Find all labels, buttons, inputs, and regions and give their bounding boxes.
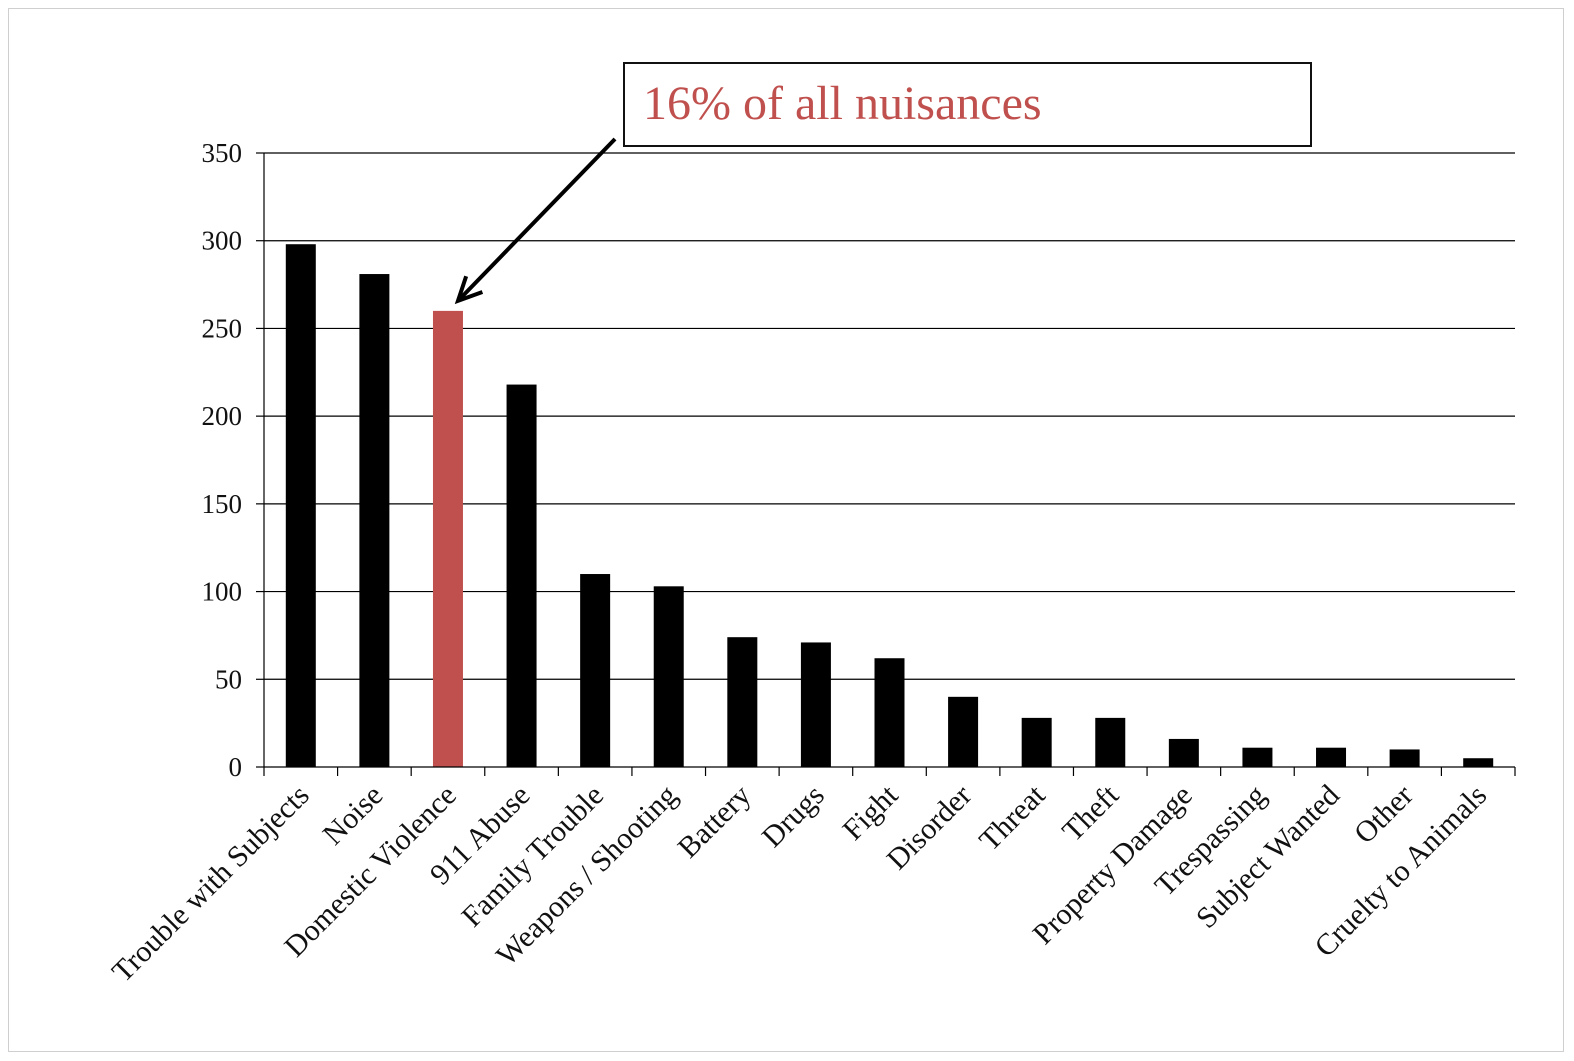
y-tick-label: 0 — [229, 752, 243, 782]
callout-arrow — [454, 137, 617, 305]
x-category-label: Drugs — [756, 779, 831, 854]
bar-trouble-with-subjects — [285, 244, 316, 768]
y-tick-label: 50 — [215, 664, 242, 694]
x-category-label: Fight — [836, 778, 905, 847]
x-category-label: Threat — [973, 778, 1052, 857]
callout-box: 16% of all nuisances — [623, 62, 1312, 147]
bar-chart: 0 50 100 150 200 250 300 350 Trouble with Subje… — [106, 137, 1516, 989]
bars — [285, 244, 1494, 768]
callout-text: 16% of all nuisances — [643, 77, 1042, 130]
bar-disorder — [948, 696, 979, 767]
bar-fight — [874, 658, 905, 767]
bar-battery — [727, 637, 758, 767]
bar-property-damage — [1168, 738, 1199, 767]
y-tick-labels: 0 50 100 150 200 250 300 350 — [202, 138, 264, 782]
bar-other — [1389, 749, 1420, 767]
bar-911-abuse — [506, 384, 537, 767]
bar-noise — [359, 274, 390, 767]
bar-cruelty-to-animals — [1463, 758, 1494, 767]
bar-drugs — [800, 642, 831, 767]
bar-theft — [1095, 717, 1126, 767]
bar-subject-wanted — [1316, 747, 1347, 767]
y-tick-label: 250 — [202, 313, 243, 343]
bar-trespassing — [1242, 747, 1273, 767]
bar-family-trouble — [580, 574, 611, 767]
y-tick-label: 150 — [202, 489, 243, 519]
chart-frame: 0 50 100 150 200 250 300 350 Trouble with Subje… — [8, 8, 1564, 1052]
x-category-label: Theft — [1056, 778, 1126, 848]
arrow-shaft — [456, 137, 617, 303]
x-category-label: Battery — [671, 779, 757, 865]
y-tick-label: 300 — [202, 226, 243, 256]
y-tick-label: 200 — [202, 401, 243, 431]
y-tick-label: 350 — [202, 138, 243, 168]
bar-threat — [1021, 717, 1052, 767]
axes — [263, 153, 1516, 776]
y-tick-label: 100 — [202, 577, 243, 607]
bar-weapons-shooting — [653, 586, 684, 767]
arrow-head — [454, 275, 484, 305]
gridlines — [264, 152, 1515, 680]
bar-domestic-violence — [432, 310, 463, 767]
x-category-label: Trouble with Subjects — [106, 779, 316, 989]
